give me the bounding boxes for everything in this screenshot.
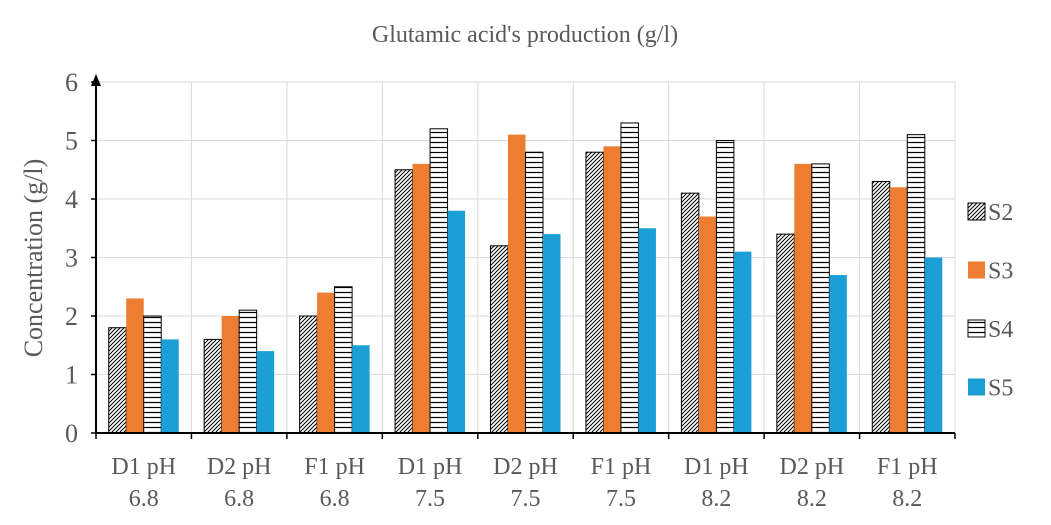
x-tick-label: D1 pH 7.5 [398,454,463,512]
legend-swatch-s2 [967,202,986,221]
bar-s4 [620,122,639,434]
y-tick-label: 4 [65,185,78,214]
legend-swatch-s4 [967,319,986,338]
bar-s4 [525,151,544,434]
bar-s4 [238,309,258,434]
bar-s5 [924,257,943,433]
bar-s5 [256,351,275,433]
axes: 0 1 2 3 4 5 6 D1 pH 6.8 D2 pH 6.8 F1 pH 6.8 D1 pH 7.5 D… [65,68,956,512]
x-tick-label: F1 pH 6.8 [304,454,365,512]
x-tick-label: F1 pH 8.2 [877,454,938,512]
legend-label-s3: S3 [988,259,1013,285]
bar-s4 [715,140,735,434]
legend-swatch-s5 [968,378,985,396]
bar-s2 [776,233,795,434]
bar-s5 [543,234,561,433]
bar-s2 [680,192,700,434]
y-axis-arrow-icon [91,74,101,86]
y-tick-label: 2 [65,302,78,331]
legend-label-s2: S2 [988,200,1013,226]
bar-s5 [161,339,179,433]
bar-s3 [603,146,621,433]
legend: S2 S3 S4 S5 [967,200,1013,402]
bar-s4 [334,286,353,434]
legend-label-s4: S4 [988,317,1013,343]
x-tick-label: D2 pH 7.5 [493,454,558,512]
bar-s3 [317,292,335,433]
bar-s5 [829,275,847,433]
chart-title: Glutamic acid's production (g/l) [372,22,678,48]
bar-s5 [733,251,752,433]
bar-s2 [585,151,604,434]
bar-s5 [638,228,656,433]
bar-s3 [698,216,717,433]
bar-s2 [108,327,127,434]
bar-s4 [429,128,449,434]
bar-s3 [794,163,812,433]
bar-s5 [352,345,370,433]
bar-s3 [221,316,240,433]
bar-s5 [447,210,466,433]
x-tick-label: D1 pH 8.2 [684,454,749,512]
bar-s3 [508,134,526,433]
y-tick-label: 0 [65,419,78,448]
y-tick-label: 6 [65,68,78,97]
bars [108,122,943,434]
x-tick-label: D2 pH 6.8 [207,454,272,512]
y-tick-label: 1 [65,361,78,390]
bar-s4 [811,163,830,434]
bar-s4 [143,315,162,434]
bar-s2 [490,245,509,434]
x-tick-label: D1 pH 6.8 [111,454,176,512]
y-axis-label: Concentration (g/l) [19,159,48,358]
bar-s2 [299,315,318,434]
bar-s4 [906,134,926,434]
bar-s2 [871,180,891,434]
bar-s3 [889,187,908,433]
x-tick-label: F1 pH 7.5 [591,454,652,512]
legend-swatch-s3 [968,261,985,279]
bar-s3 [412,163,431,433]
bar-s3 [126,298,144,433]
legend-label-s5: S5 [988,376,1013,402]
bar-s2 [203,338,223,434]
bar-s2 [394,169,414,434]
x-tick-label: D2 pH 8.2 [779,454,844,512]
y-tick-label: 5 [65,127,78,156]
y-tick-label: 3 [65,244,78,273]
